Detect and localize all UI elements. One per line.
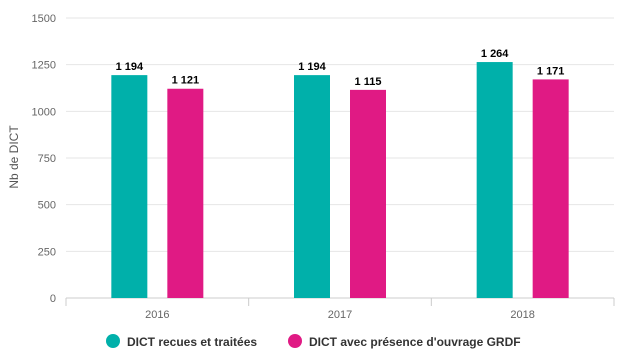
y-tick-label: 500 xyxy=(38,200,56,212)
y-tick-label: 1250 xyxy=(32,60,56,72)
bar-series-2-2018 xyxy=(532,79,569,298)
y-tick-label: 250 xyxy=(38,246,56,258)
legend-label-series-1: DICT recues et traitées xyxy=(127,335,257,349)
x-tick-label: 2016 xyxy=(145,309,169,321)
axes: 0 250 500 750 1000 1250 1500 2016 2017 2018 xyxy=(32,13,615,321)
data-label-series-1-2016: 1 194 xyxy=(116,61,144,73)
bar-series-1-2016 xyxy=(111,75,148,299)
data-label-series-1-2018: 1 264 xyxy=(481,48,509,60)
y-tick-label: 1500 xyxy=(32,13,56,25)
data-label-series-1-2017: 1 194 xyxy=(298,61,326,73)
bar-series-2-2017 xyxy=(350,89,386,298)
y-tick-label: 0 xyxy=(50,293,56,305)
x-tick-label: 2018 xyxy=(510,309,534,321)
data-label-series-2-2017: 1 115 xyxy=(355,76,382,88)
data-label-series-2-2018: 1 171 xyxy=(537,65,565,77)
bar-series-1-2018 xyxy=(476,62,513,299)
data-label-series-2-2016: 1 121 xyxy=(172,75,200,87)
bar-series-1-2017 xyxy=(294,75,330,299)
legend-label-series-2: DICT avec présence d'ouvrage GRDF xyxy=(309,335,521,349)
bars xyxy=(111,62,569,299)
legend: DICT recues et traitées DICT avec présen… xyxy=(106,334,521,349)
y-axis-title: Nb de DICT xyxy=(7,125,21,189)
legend-marker-series-2 xyxy=(288,334,302,348)
data-labels: 1 194 1 194 1 264 1 121 1 115 1 171 xyxy=(116,48,565,88)
gridlines xyxy=(66,17,614,252)
x-tick-label: 2017 xyxy=(328,309,352,321)
y-tick-label: 1000 xyxy=(32,106,56,118)
y-tick-label: 750 xyxy=(38,153,56,165)
bar-series-2-2016 xyxy=(167,88,204,298)
legend-marker-series-1 xyxy=(106,334,120,348)
